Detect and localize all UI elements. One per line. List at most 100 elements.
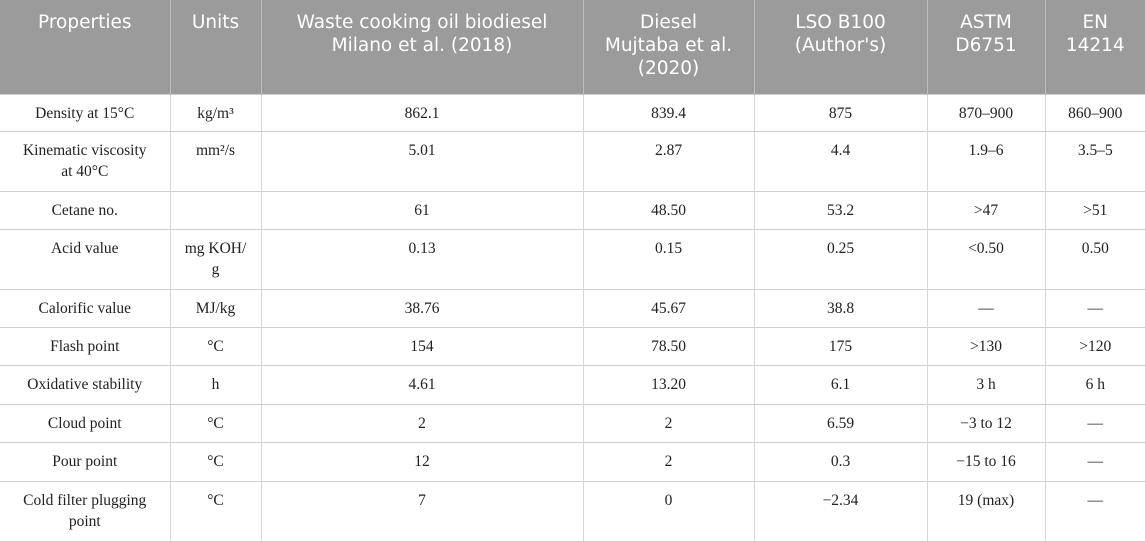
header-line: ASTM: [960, 12, 1012, 33]
cell-property: Acid value: [0, 228, 170, 289]
cell-waste-cooking-oil: 38.76: [260, 288, 583, 327]
cell-line: Cetane no.: [51, 201, 118, 219]
header-line: Waste cooking oil biodiesel: [296, 12, 548, 33]
cell-line: MJ/kg: [195, 299, 236, 317]
cell-lso-b100: 0.25: [753, 228, 927, 289]
cell-line: mm²/s: [195, 141, 236, 159]
cell-en: 3.5–5: [1044, 130, 1145, 191]
cell-property: Cold filter plugging point: [0, 480, 170, 542]
table-row: Acid value mg KOH/ g 0.13 0.15 0.25 <0.5…: [0, 228, 1145, 289]
table-row: Cloud point °C 2 2 6.59 −3 to 12 —: [0, 403, 1145, 442]
cell-diesel: 0: [582, 480, 754, 542]
header-line: Diesel: [640, 12, 697, 33]
cell-lso-b100: 4.4: [753, 130, 927, 191]
cell-lso-b100: −2.34: [753, 480, 927, 542]
cell-line: °C: [207, 452, 224, 470]
table-row: Calorific value MJ/kg 38.76 45.67 38.8 —…: [0, 288, 1145, 327]
cell-line: Calorific value: [38, 299, 132, 317]
cell-unit: °C: [169, 480, 261, 542]
cell-diesel: 0.15: [582, 228, 754, 289]
header-line: EN: [1082, 12, 1109, 33]
cell-line: point: [68, 512, 101, 530]
header-line: (Author's): [794, 35, 887, 56]
cell-line: Cold filter plugging: [23, 491, 147, 509]
cell-astm: −15 to 16: [926, 441, 1045, 481]
header-lso-b100: LSO B100 (Author's): [753, 0, 927, 94]
table-row: Pour point °C 12 2 0.3 −15 to 16 —: [0, 441, 1145, 481]
cell-en: —: [1044, 441, 1145, 481]
cell-waste-cooking-oil: 12: [260, 441, 583, 481]
cell-en: —: [1044, 480, 1145, 542]
cell-en: 0.50: [1044, 228, 1145, 289]
cell-en: >120: [1044, 326, 1145, 365]
cell-unit: MJ/kg: [169, 288, 261, 327]
cell-line: Cloud point: [47, 414, 122, 432]
cell-en: >51: [1044, 190, 1145, 229]
cell-unit: °C: [169, 441, 261, 481]
cell-property: Flash point: [0, 326, 170, 365]
cell-waste-cooking-oil: 4.61: [260, 364, 583, 404]
cell-astm: 1.9–6: [926, 130, 1045, 191]
cell-astm: —: [926, 288, 1045, 327]
cell-property: Kinematic viscosity at 40°C: [0, 130, 170, 191]
cell-lso-b100: 6.59: [753, 403, 927, 442]
cell-line: °C: [207, 337, 224, 355]
cell-en: —: [1044, 288, 1145, 327]
cell-astm: <0.50: [926, 228, 1045, 289]
cell-diesel: 2: [582, 403, 754, 442]
cell-diesel: 48.50: [582, 190, 754, 229]
header-line: Mujtaba et al.: [604, 35, 733, 56]
table-header: Properties Units Waste cooking oil biodi…: [0, 0, 1145, 94]
cell-lso-b100: 0.3: [753, 441, 927, 481]
cell-waste-cooking-oil: 61: [260, 190, 583, 229]
cell-line: Density at 15°C: [35, 104, 135, 122]
table-row: Cold filter plugging point °C 7 0 −2.34 …: [0, 480, 1145, 542]
header-line: D6751: [955, 35, 1017, 56]
cell-diesel: 78.50: [582, 326, 754, 365]
cell-unit: mm²/s: [169, 130, 261, 191]
cell-line: at 40°C: [61, 162, 109, 180]
cell-unit: °C: [169, 326, 261, 365]
cell-en: 860–900: [1044, 93, 1145, 131]
table-row: Oxidative stability h 4.61 13.20 6.1 3 h…: [0, 364, 1145, 404]
cell-property: Density at 15°C: [0, 93, 170, 131]
table-row: Flash point °C 154 78.50 175 >130 >120: [0, 326, 1145, 365]
cell-line: Pour point: [52, 452, 118, 470]
cell-property: Pour point: [0, 441, 170, 481]
header-row: Properties Units Waste cooking oil biodi…: [0, 0, 1145, 94]
table-row: Kinematic viscosity at 40°C mm²/s 5.01 2…: [0, 130, 1145, 191]
table-row: Density at 15°C kg/m³ 862.1 839.4 875 87…: [0, 93, 1145, 131]
cell-astm: >130: [926, 326, 1045, 365]
header-units: Units: [169, 0, 261, 94]
cell-waste-cooking-oil: 5.01: [260, 130, 583, 191]
cell-en: —: [1044, 403, 1145, 442]
header-en: EN 14214: [1044, 0, 1145, 94]
cell-unit: mg KOH/ g: [169, 228, 261, 289]
header-line: Properties: [38, 12, 132, 33]
header-properties: Properties: [0, 0, 170, 94]
header-astm: ASTM D6751: [926, 0, 1045, 94]
cell-lso-b100: 53.2: [753, 190, 927, 229]
cell-line: g: [211, 260, 220, 278]
header-waste-cooking-oil: Waste cooking oil biodiesel Milano et al…: [260, 0, 583, 94]
header-line: 14214: [1065, 35, 1125, 56]
cell-diesel: 45.67: [582, 288, 754, 327]
header-line: Milano et al. (2018): [331, 35, 513, 56]
cell-en: 6 h: [1044, 364, 1145, 404]
cell-unit: kg/m³: [169, 93, 261, 131]
header-diesel: Diesel Mujtaba et al. (2020): [582, 0, 754, 94]
cell-line: Acid value: [50, 239, 119, 257]
cell-waste-cooking-oil: 0.13: [260, 228, 583, 289]
cell-line: h: [211, 375, 220, 393]
table-body: Density at 15°C kg/m³ 862.1 839.4 875 87…: [0, 93, 1145, 542]
cell-property: Oxidative stability: [0, 364, 170, 404]
cell-line: Oxidative stability: [27, 375, 143, 393]
cell-property: Calorific value: [0, 288, 170, 327]
header-line: (2020): [637, 58, 700, 79]
cell-astm: 3 h: [926, 364, 1045, 404]
cell-lso-b100: 875: [753, 93, 927, 131]
cell-astm: 19 (max): [926, 480, 1045, 542]
cell-waste-cooking-oil: 862.1: [260, 93, 583, 131]
cell-diesel: 2.87: [582, 130, 754, 191]
